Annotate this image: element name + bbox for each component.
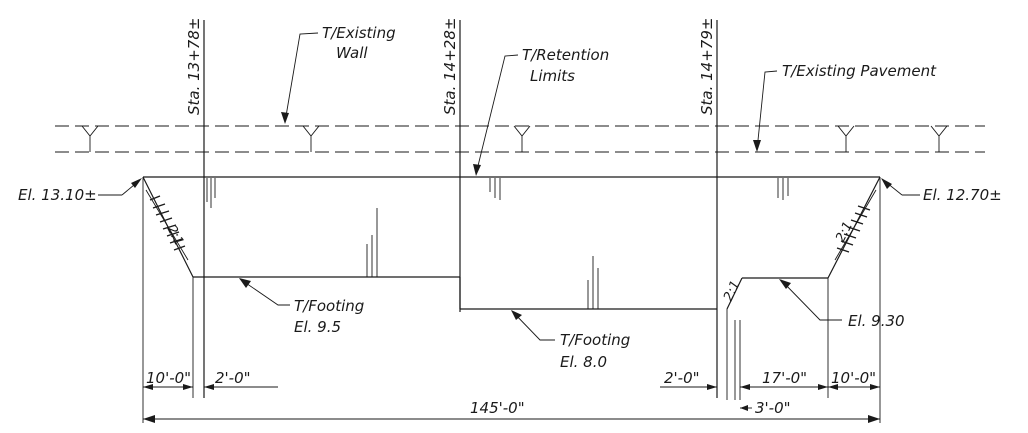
callout-existing-wall: T/Existing Wall — [281, 24, 396, 124]
callout-el-right-low: El. 9.30 — [779, 279, 905, 330]
footing-mid-label-1: T/Footing — [560, 331, 630, 349]
callout-footing-left: T/Footing El. 9.5 — [239, 278, 364, 336]
slope-label-right: 2:1 — [833, 219, 856, 244]
el-left-label: El. 13.10± — [18, 186, 97, 204]
slope-label-left: 2:1 — [163, 223, 186, 248]
retention-label-2: Limits — [530, 67, 575, 85]
dim-right-2: 2'-0" — [664, 369, 700, 387]
dimension-total — [143, 415, 880, 423]
dim-right-17: 17'-0" — [762, 369, 807, 387]
dim-right-10: 10'-0" — [831, 369, 876, 387]
slope-hatching-left — [145, 189, 189, 261]
callout-el-right: El. 12.70± — [881, 178, 1002, 204]
dimension-extension-lines — [142, 177, 881, 423]
station-lines — [203, 20, 718, 398]
callout-retention-limits: T/Retention Limits — [473, 46, 609, 176]
el-right-label: El. 12.70± — [923, 186, 1002, 204]
dim-left-2: 2'-0" — [215, 369, 251, 387]
existing-wall-label-1: T/Existing — [322, 24, 396, 42]
station-label-3: Sta. 14+79± — [698, 18, 716, 115]
callout-existing-pavement: T/Existing Pavement — [753, 62, 937, 152]
el-right-low-label: El. 9.30 — [848, 312, 905, 330]
dim-left-10: 10'-0" — [146, 369, 191, 387]
footing-left-label-1: T/Footing — [294, 297, 364, 315]
dim-right-3: 3'-0" — [755, 399, 791, 417]
existing-wall-lines — [55, 125, 985, 153]
footing-mid-label-2: El. 8.0 — [560, 353, 607, 371]
slope-hatching-right — [834, 189, 877, 261]
retention-label-1: T/Retention — [522, 46, 609, 64]
dimension-row-upper — [143, 384, 880, 411]
callout-el-left: El. 13.10± — [18, 178, 142, 204]
station-label-1: Sta. 13+78± — [185, 18, 203, 115]
dim-total: 145'-0" — [470, 399, 525, 417]
station-label-2: Sta. 14+28± — [441, 18, 459, 115]
callout-footing-mid: T/Footing El. 8.0 — [511, 310, 630, 371]
wall-post-symbols — [81, 125, 948, 152]
existing-wall-label-2: Wall — [336, 44, 368, 62]
footing-left-label-2: El. 9.5 — [294, 318, 341, 336]
stake-marks — [206, 178, 789, 400]
existing-pavement-label: T/Existing Pavement — [782, 62, 937, 80]
